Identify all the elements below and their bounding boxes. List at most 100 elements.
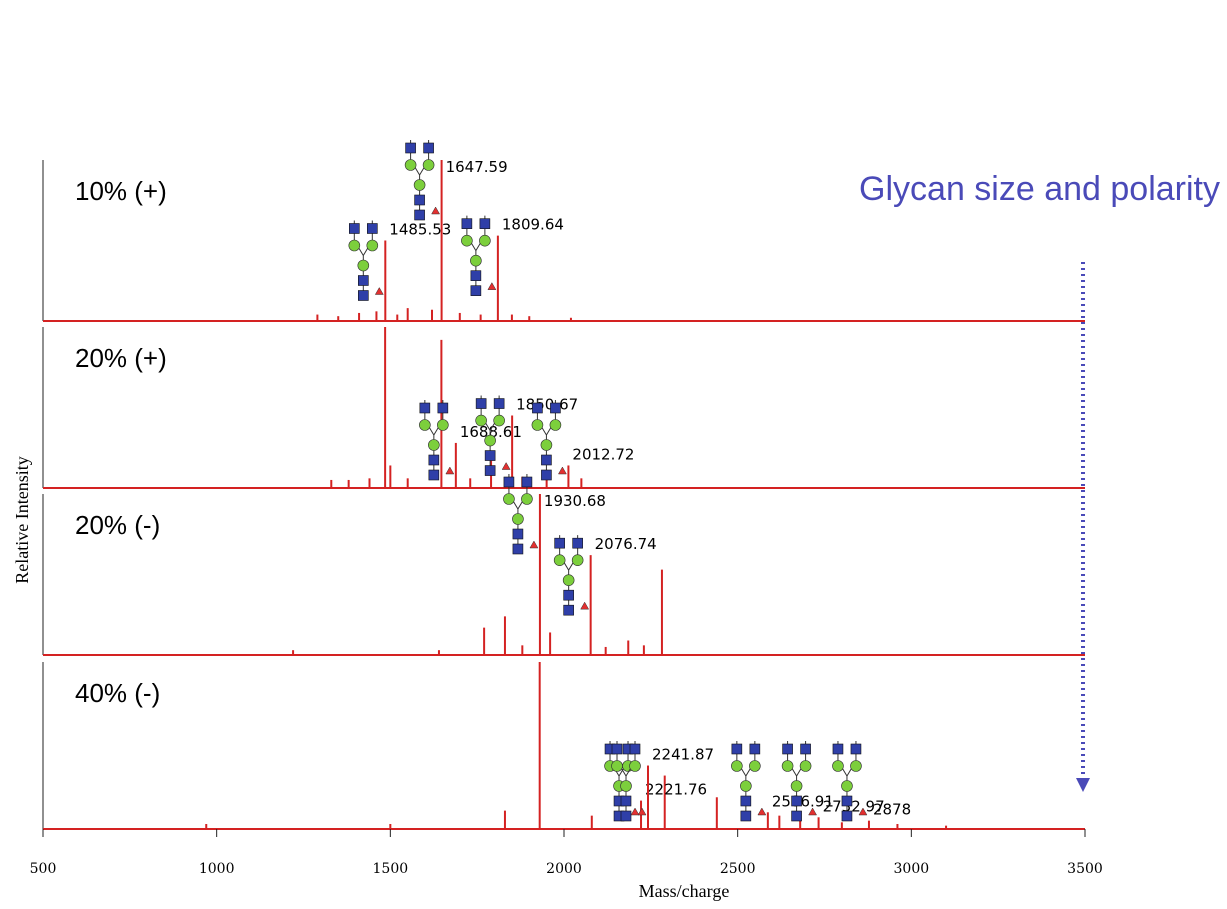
x-tick-label: 2000 <box>546 861 582 877</box>
glycan-square <box>367 223 378 234</box>
glycan-square <box>532 402 543 414</box>
glycan-square <box>428 469 440 481</box>
glycan-icon <box>503 474 539 555</box>
glycan-square <box>572 537 583 549</box>
peak-label: 1688.61 <box>460 423 522 441</box>
glycan-circle <box>562 574 575 586</box>
glycan-square <box>414 209 425 221</box>
glycan-fucose <box>808 807 818 816</box>
glycan-icon <box>531 400 567 481</box>
glycan-square <box>423 142 434 154</box>
glycan-square <box>419 402 431 414</box>
glycan-icon <box>781 741 818 822</box>
glycan-square <box>479 218 491 229</box>
glycan-square <box>563 604 574 616</box>
glycan-square <box>503 476 515 488</box>
peak-label: 2076.74 <box>595 535 657 553</box>
glycan-square <box>791 810 802 822</box>
glycan-square <box>358 275 369 286</box>
glycan-circle <box>832 760 844 772</box>
glycan-square <box>563 589 574 601</box>
glycan-icon <box>348 220 384 301</box>
glycan-circle <box>611 760 623 772</box>
glycan-circle <box>484 434 496 447</box>
glycan-square <box>414 194 425 206</box>
glycan-circle <box>749 760 761 772</box>
glycan-circle <box>428 439 440 451</box>
glycan-icon <box>461 215 497 296</box>
glycan-fucose <box>431 206 441 215</box>
x-tick-label: 3000 <box>894 861 930 877</box>
glycan-circle <box>348 239 361 252</box>
glycan-square <box>349 223 360 234</box>
glycan-square <box>358 290 369 301</box>
glycan-square <box>512 528 524 540</box>
peak-label: 1647.59 <box>446 158 508 176</box>
glycan-icon <box>731 741 767 822</box>
glycan-icon <box>832 741 868 822</box>
glycan-square <box>541 469 552 481</box>
annotation-arrowhead <box>1076 778 1090 792</box>
glycan-square <box>841 795 853 807</box>
glycan-circle <box>470 254 482 267</box>
glycan-circle <box>781 760 794 772</box>
peak-label: 1930.68 <box>544 492 606 510</box>
glycan-circle <box>841 780 853 792</box>
glycan-square <box>731 743 743 755</box>
glycan-square <box>791 795 802 807</box>
glycan-circle <box>404 159 417 171</box>
glycan-icon <box>419 400 455 481</box>
glycan-icon <box>611 741 647 822</box>
glycan-fucose <box>630 807 640 816</box>
glycan-square <box>749 743 761 755</box>
glycan-circle <box>512 513 524 525</box>
glycan-square <box>782 743 793 755</box>
glycan-square <box>470 285 482 296</box>
glycan-circle <box>571 554 584 566</box>
glycan-square <box>493 398 505 409</box>
glycan-circle <box>422 159 435 171</box>
glycan-circle <box>850 760 862 772</box>
glycan-fucose <box>580 601 590 610</box>
x-tick-label: 1000 <box>199 861 235 877</box>
glycan-fucose <box>445 466 455 475</box>
glycan-square <box>850 743 862 755</box>
x-tick-label: 3500 <box>1067 861 1103 877</box>
glycan-circle <box>731 760 743 772</box>
glycan-fucose <box>487 282 497 290</box>
glycan-circle <box>357 259 370 272</box>
glycan-circle <box>620 780 632 792</box>
glycan-icon <box>475 395 511 476</box>
glycan-square <box>428 454 440 466</box>
glycan-square <box>550 402 561 414</box>
glycan-square <box>484 465 496 476</box>
glycan-circle <box>790 780 803 792</box>
x-axis-title: Mass/charge <box>639 881 730 901</box>
glycan-square <box>521 476 533 488</box>
glycan-fucose <box>529 540 539 549</box>
glycan-circle <box>553 554 566 566</box>
glycan-square <box>475 398 487 409</box>
glycan-square <box>832 743 844 755</box>
glycan-fucose <box>374 286 384 295</box>
glycan-circle <box>437 419 449 431</box>
glycan-circle <box>740 780 752 792</box>
panel-label: 40% (-) <box>75 678 160 708</box>
peak-label: 2221.76 <box>645 781 707 799</box>
glycan-fucose <box>557 466 567 475</box>
peak-label: 2878 <box>873 801 911 819</box>
glycan-square <box>620 795 632 807</box>
x-tick-label: 2500 <box>720 861 756 877</box>
glycan-fucose <box>501 462 511 470</box>
glycan-circle <box>461 234 473 247</box>
glycan-square <box>461 218 473 229</box>
x-tick-label: 500 <box>30 861 57 877</box>
glycan-icon <box>404 140 441 221</box>
glycan-circle <box>799 760 812 772</box>
glycan-square <box>437 402 449 414</box>
x-tick-label: 1500 <box>373 861 409 877</box>
glycan-circle <box>413 179 426 191</box>
glycan-square <box>740 795 752 807</box>
peak-label: 2241.87 <box>652 746 714 764</box>
